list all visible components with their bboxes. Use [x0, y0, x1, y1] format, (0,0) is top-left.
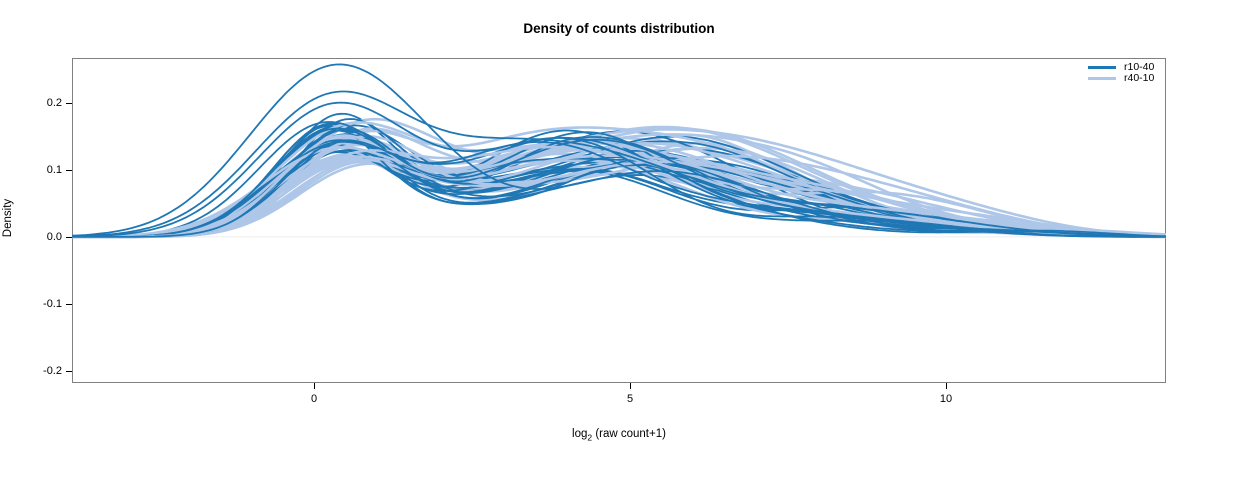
- y-axis-tick: [66, 236, 72, 238]
- y-axis-tick: [66, 370, 72, 372]
- y-axis-tick: [66, 102, 72, 104]
- legend-line-sample-light: [1088, 77, 1116, 80]
- y-axis-tick-label: 0.2: [46, 96, 62, 109]
- x-axis-tick-label: 5: [626, 393, 634, 405]
- y-axis-tick: [66, 303, 72, 305]
- legend: r10-40 r40-10: [1088, 62, 1166, 84]
- x-axis-label-subscript: 2: [587, 432, 593, 443]
- y-axis-tick-label: 0.1: [46, 163, 62, 176]
- y-axis-tick-label: -0.2: [43, 364, 62, 377]
- legend-label: r10-40: [1124, 61, 1155, 73]
- density-curve-r10-40-2: [72, 101, 1166, 238]
- x-axis-tick: [314, 383, 316, 389]
- legend-item-r10-40: r10-40: [1088, 62, 1166, 73]
- x-axis-label: log2 (raw count+1): [0, 428, 1238, 442]
- x-axis-tick-label: 10: [939, 393, 953, 405]
- x-axis-tick: [630, 383, 632, 389]
- x-axis-label-rest: (raw count+1): [592, 428, 666, 440]
- y-axis-tick-label: -0.1: [43, 297, 62, 310]
- density-curve-r40-10-20: [72, 154, 1166, 239]
- density-curve-r10-40-0: [72, 63, 1166, 238]
- x-axis-tick: [946, 383, 948, 389]
- x-axis-tick-label: 0: [310, 393, 318, 405]
- x-axis-label-base: log: [572, 428, 588, 440]
- legend-label: r40-10: [1124, 72, 1155, 84]
- legend-line-sample-dark: [1088, 66, 1116, 69]
- legend-item-r40-10: r40-10: [1088, 73, 1166, 84]
- density-curves-canvas: [72, 63, 1166, 239]
- density-curve-r10-40-1: [72, 90, 1166, 238]
- y-axis-label: Density: [2, 198, 14, 238]
- y-axis-tick: [66, 169, 72, 171]
- chart-title: Density of counts distribution: [523, 21, 715, 36]
- y-axis-tick-label: 0.0: [46, 230, 62, 243]
